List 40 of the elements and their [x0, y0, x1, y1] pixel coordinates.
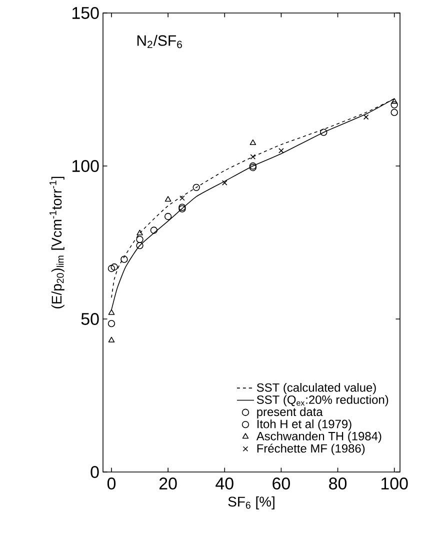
point — [120, 256, 128, 263]
point — [108, 336, 115, 342]
point — [108, 320, 116, 328]
point — [250, 139, 256, 146]
point — [136, 242, 144, 250]
y-tick-label: 0 — [90, 466, 99, 478]
annotation: N$_{2}$/SF$_{6}$ — [137, 34, 182, 48]
point — [192, 184, 200, 192]
point — [164, 212, 172, 220]
y-tick-label: 50 — [81, 313, 99, 325]
point — [180, 195, 185, 201]
point — [390, 101, 398, 108]
point — [320, 128, 328, 136]
point — [108, 264, 116, 272]
y-tick-label: 150 — [72, 6, 99, 19]
point — [222, 180, 228, 186]
x-tick-label: 80 — [329, 478, 347, 490]
legend-label: present data — [257, 407, 323, 418]
point — [278, 148, 284, 154]
text: (E/p$_{20}$)$_{lim}$ [Vcm$^{-1}$torr$^{-1}$] — [50, 176, 64, 308]
point — [363, 114, 369, 120]
legend-label: Itoh H et al (1979) — [257, 419, 352, 431]
point — [136, 236, 144, 244]
point — [250, 154, 256, 160]
legend-label: SST (calculated value) — [256, 383, 376, 394]
x-tick-label: 100 — [382, 478, 408, 490]
point — [390, 108, 398, 116]
legend-label: SST (Q$_{ex}$:20% reduction) — [256, 395, 388, 406]
x-tick-label: 0 — [107, 478, 116, 490]
legend-label: Aschwanden TH (1984) — [256, 432, 382, 443]
point — [136, 230, 143, 236]
point — [110, 263, 118, 271]
y-tick-label: 100 — [72, 160, 99, 172]
x-tick-label: 60 — [272, 478, 290, 490]
x-tick-label: 40 — [216, 478, 234, 490]
x-axis-title: SF$_{6}$ [%] — [228, 496, 274, 510]
x-tick-label: 20 — [160, 478, 177, 490]
point — [150, 226, 158, 234]
legend-label: Fréchette MF (1986) — [257, 444, 365, 456]
point — [164, 196, 172, 202]
